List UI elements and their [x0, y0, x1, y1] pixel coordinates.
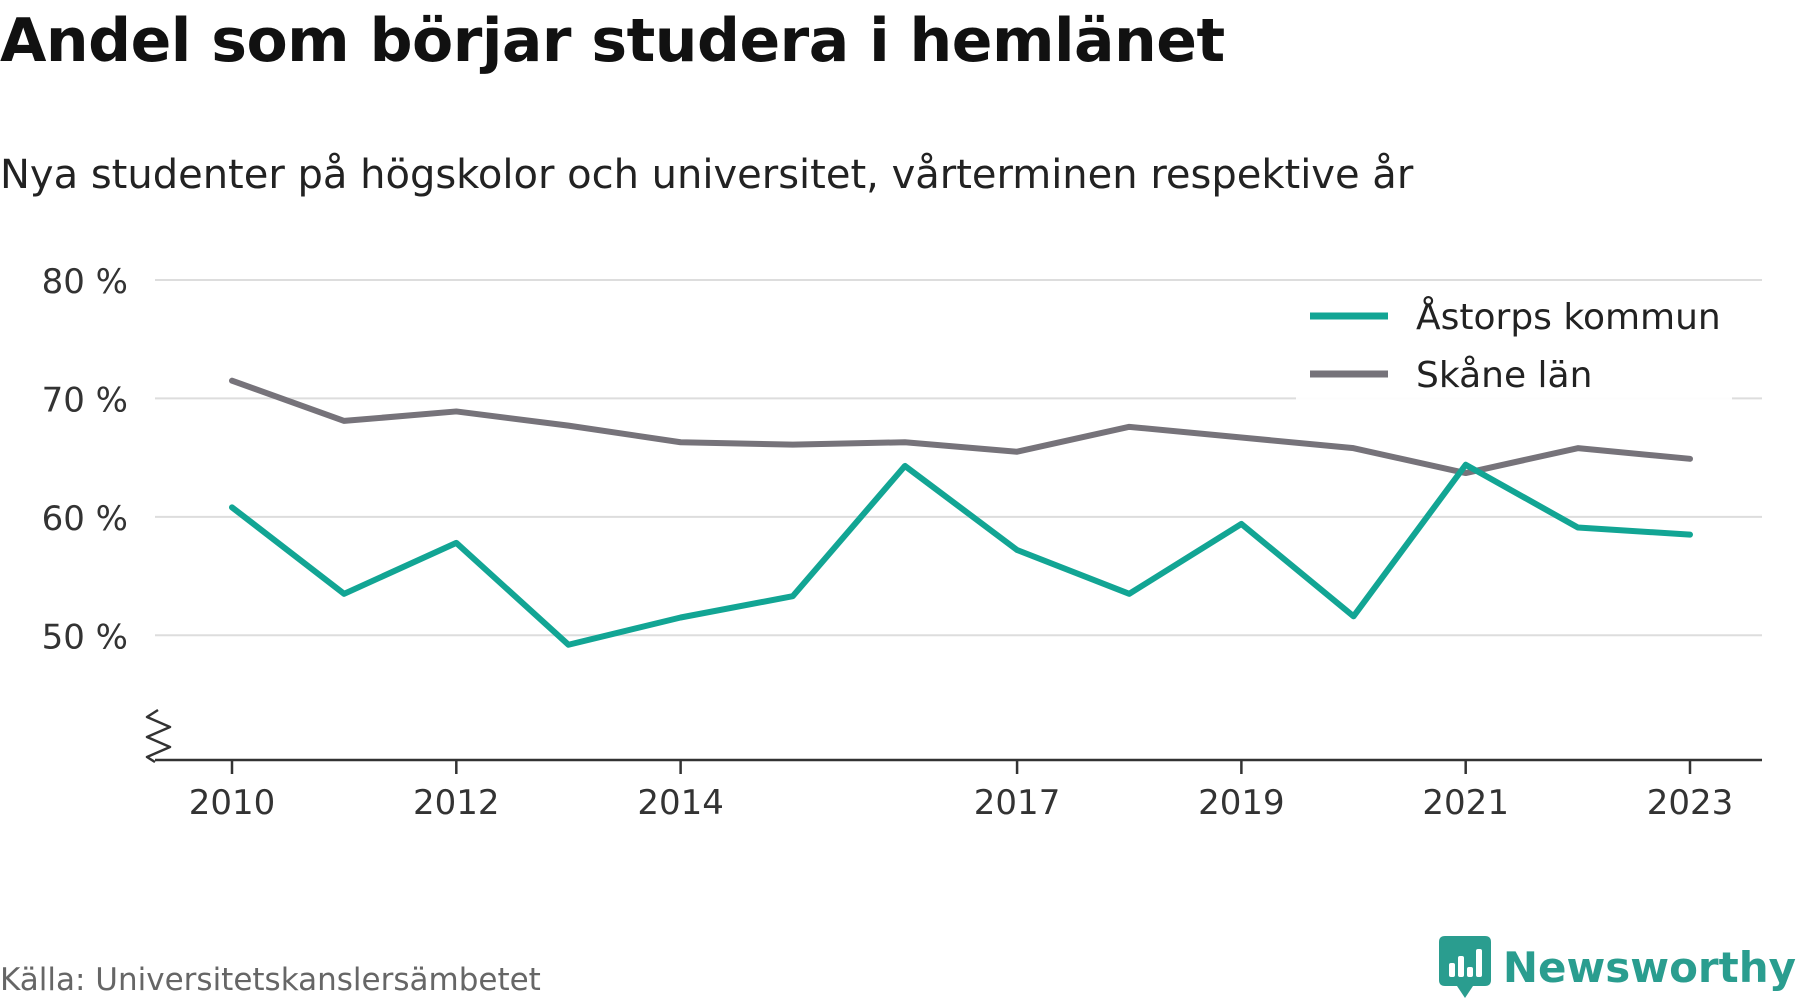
legend-label: Skåne län	[1416, 355, 1592, 396]
x-tick-label: 2021	[1422, 783, 1509, 823]
source-note: Källa: Universitetskanslersämbetet	[0, 962, 541, 998]
x-tick-label: 2012	[413, 783, 500, 823]
x-tick-label: 2019	[1198, 783, 1285, 823]
chart-title: Andel som börjar studera i hemlänet	[0, 6, 1225, 76]
line-chart: 50 % 60 % 70 % 80 % 2010 2012 2014 2017 2019 202…	[42, 262, 1762, 823]
chart-subtitle: Nya studenter på högskolor och universit…	[0, 152, 1414, 198]
legend-label: Åstorps kommun	[1416, 295, 1721, 338]
y-tick-label: 80 %	[42, 262, 128, 302]
x-tick-label: 2014	[637, 783, 724, 823]
y-tick-label: 50 %	[42, 617, 128, 657]
x-tick-label: 2023	[1647, 783, 1734, 823]
x-tick-label: 2010	[189, 783, 276, 823]
x-tick-label: 2017	[974, 783, 1061, 823]
brand: Newsworthy	[1438, 936, 1796, 998]
x-axis: 2010 2012 2014 2017 2019 2021 2023	[145, 708, 1762, 823]
series-line	[229, 377, 1693, 477]
y-axis-ticks: 50 % 60 % 70 % 80 %	[42, 262, 128, 657]
y-tick-label: 60 %	[42, 499, 128, 539]
legend: Åstorps kommun Skåne län	[1296, 282, 1732, 410]
axis-break-icon	[145, 708, 172, 764]
series-line	[229, 461, 1693, 648]
legend-background	[1296, 282, 1732, 410]
y-tick-label: 70 %	[42, 380, 128, 420]
brand-name: Newsworthy	[1502, 942, 1796, 992]
newsworthy-logo-icon	[1438, 936, 1491, 998]
series-lines	[229, 377, 1693, 648]
